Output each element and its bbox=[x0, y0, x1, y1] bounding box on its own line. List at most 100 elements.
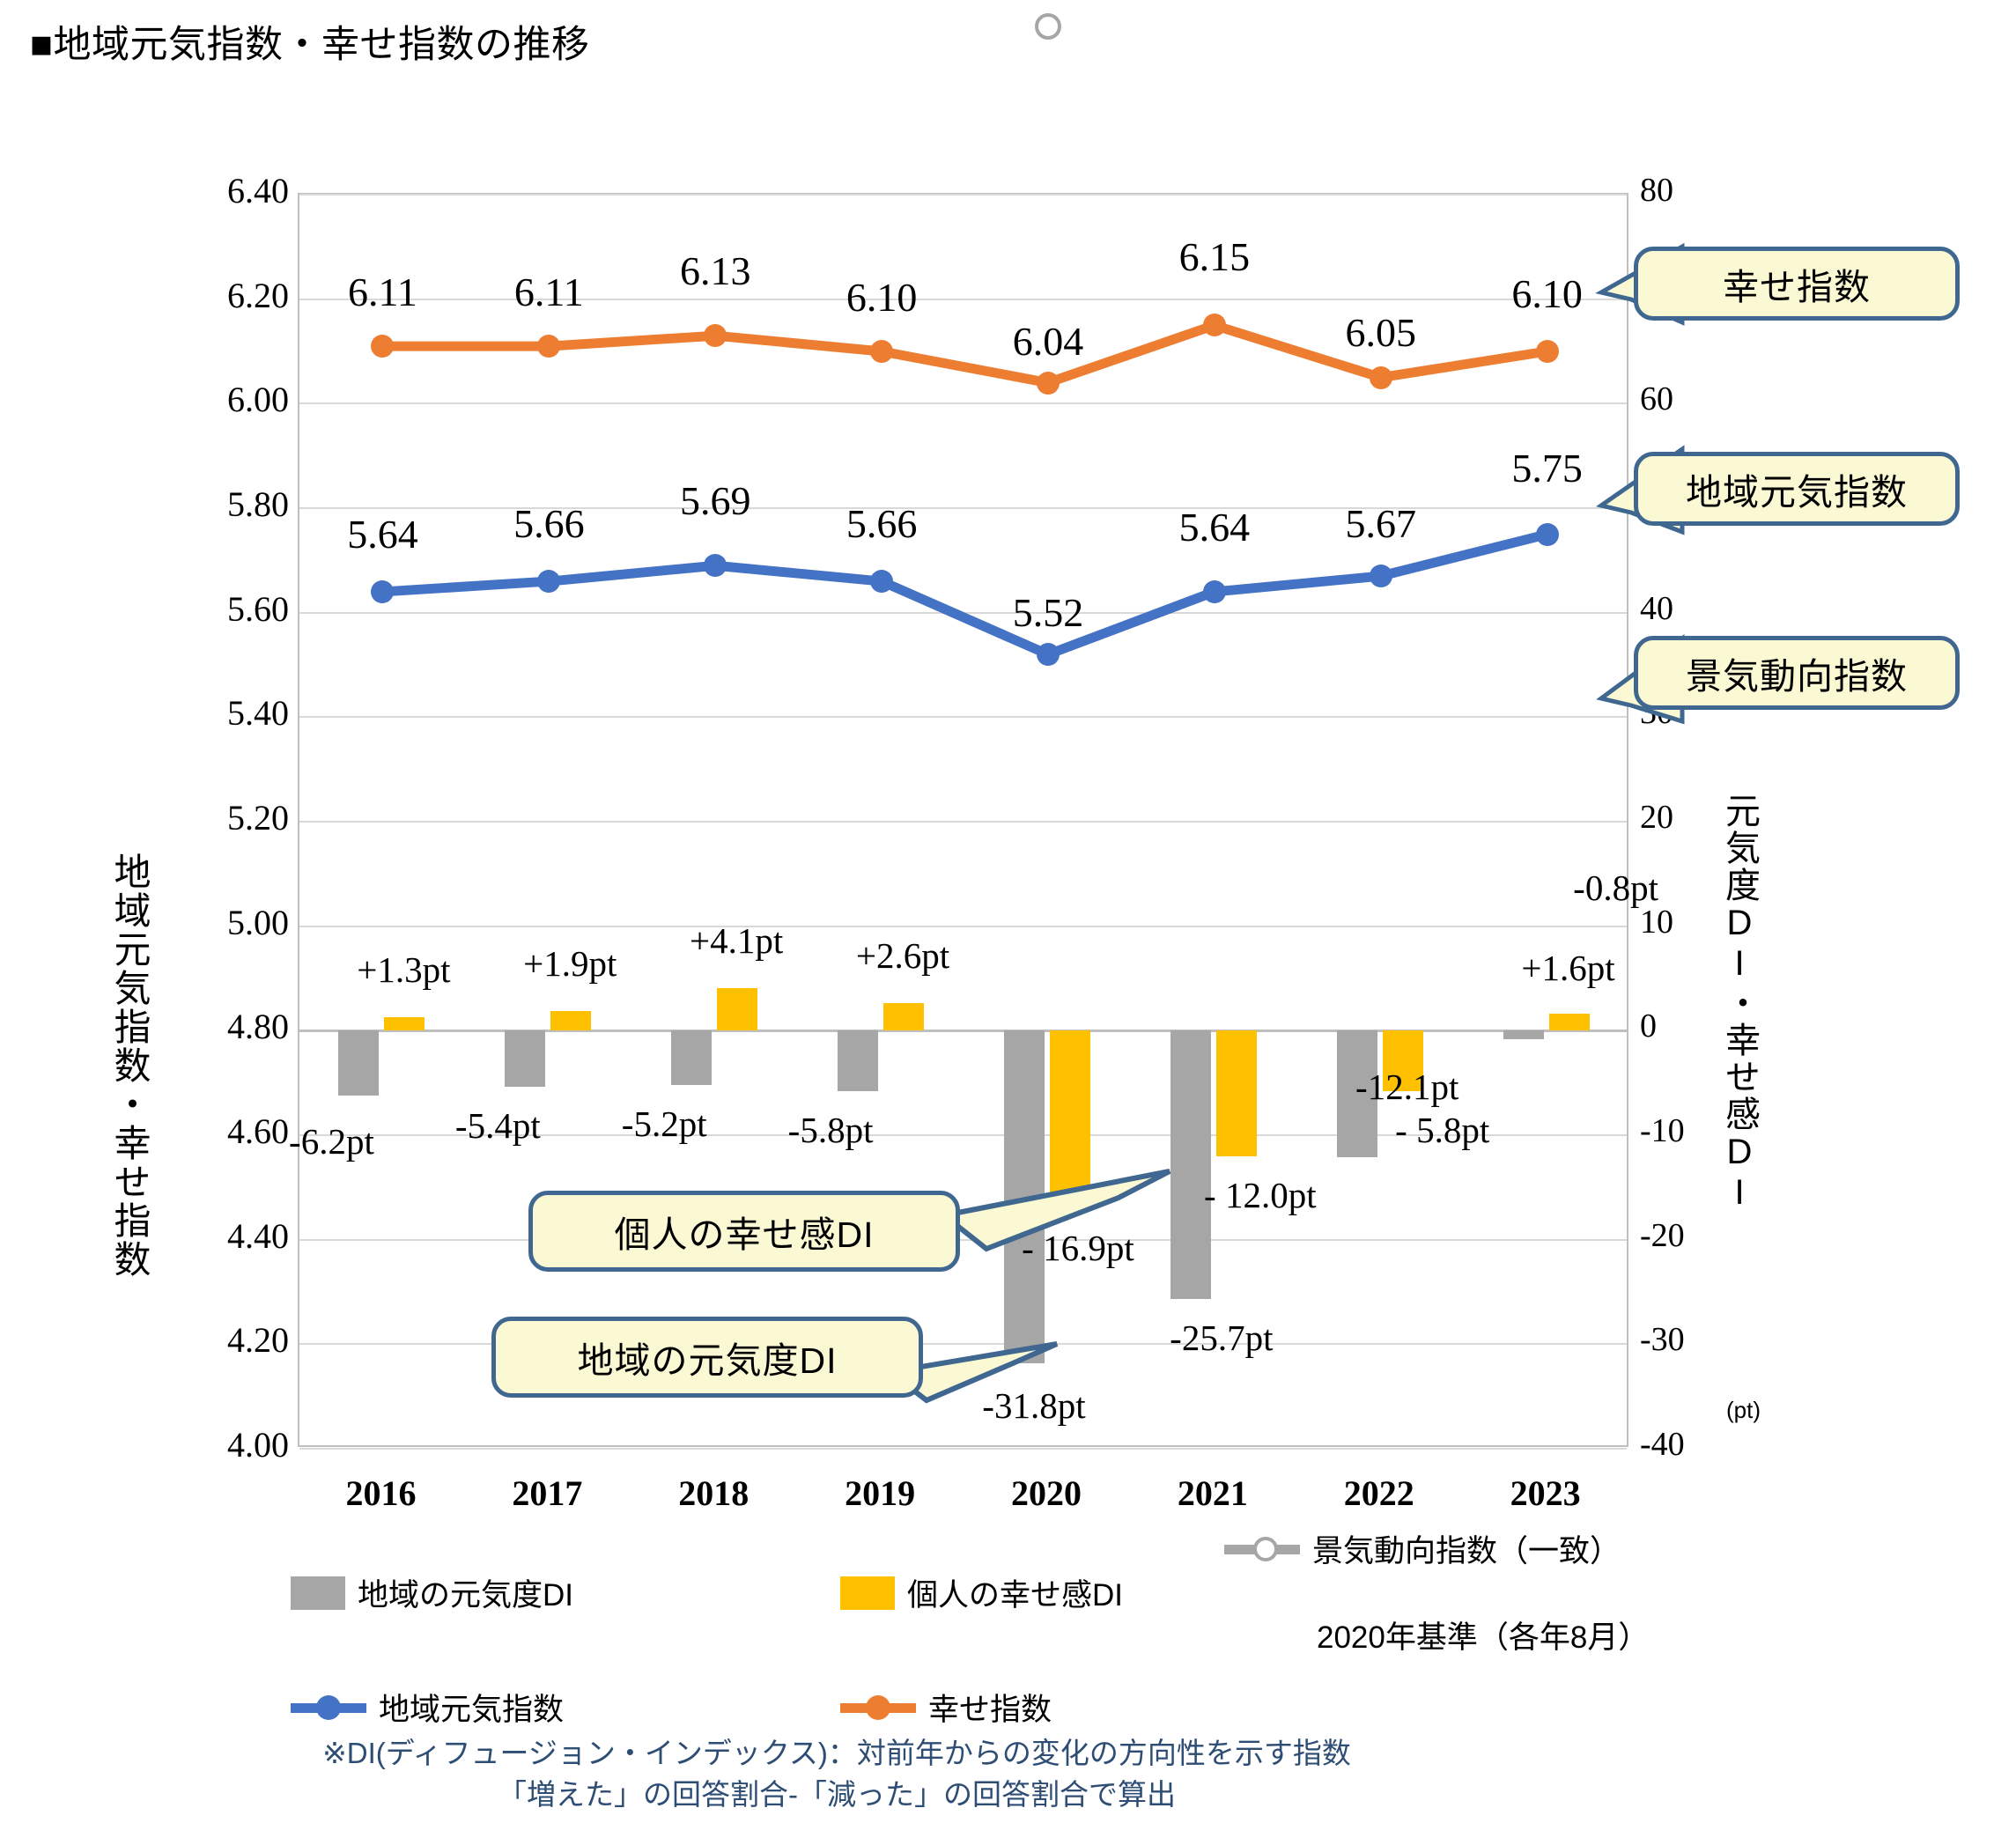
gridline bbox=[299, 298, 1627, 300]
left-axis-tick-label: 6.00 bbox=[227, 380, 289, 420]
data-point-marker bbox=[371, 579, 395, 603]
left-axis-tick-label: 6.40 bbox=[227, 171, 289, 210]
gridline bbox=[299, 1448, 1627, 1450]
bar-regional-di bbox=[1336, 1030, 1377, 1157]
data-label-personal-di: - 5.8pt bbox=[1395, 1110, 1490, 1151]
data-label-vitality: 5.52 bbox=[1012, 590, 1084, 636]
x-axis-tick-label: 2017 bbox=[512, 1473, 583, 1513]
data-point-marker bbox=[1036, 643, 1060, 667]
x-axis-tick-label: 2023 bbox=[1510, 1473, 1581, 1513]
bar-personal-di bbox=[1049, 1030, 1090, 1207]
legend-item-personal-di[interactable]: 個人の幸せ感DI bbox=[840, 1570, 1123, 1615]
left-axis-tick-label: 4.20 bbox=[227, 1320, 289, 1361]
x-axis-tick-label: 2020 bbox=[1010, 1473, 1082, 1513]
callout-business[interactable]: 景気動向指数 bbox=[1634, 636, 1960, 710]
data-point-marker bbox=[704, 554, 727, 578]
callout-regional-di[interactable]: 地域の元気度DI bbox=[491, 1317, 923, 1398]
data-label-vitality: 5.67 bbox=[1345, 501, 1416, 547]
data-label-regional-di: -5.2pt bbox=[621, 1103, 707, 1145]
gridline bbox=[299, 1030, 1627, 1033]
bar-regional-di bbox=[505, 1030, 546, 1088]
data-label-regional-di: -5.4pt bbox=[454, 1105, 541, 1147]
data-label-happiness: 6.11 bbox=[513, 269, 584, 315]
legend-label: 地域の元気度DI bbox=[358, 1578, 574, 1613]
legend-item-business-index[interactable]: 景気動向指数（一致） bbox=[1224, 1526, 1621, 1571]
data-point-marker bbox=[1369, 565, 1392, 588]
bar-regional-di bbox=[1003, 1030, 1045, 1363]
left-axis-tick-label: 5.60 bbox=[227, 588, 289, 629]
left-axis-tick-label: 5.00 bbox=[227, 902, 289, 942]
data-label-happiness: 6.15 bbox=[1178, 234, 1251, 280]
data-point-marker bbox=[1535, 340, 1559, 363]
x-axis-tick-label: 2022 bbox=[1343, 1473, 1414, 1513]
callout-personal-di[interactable]: 個人の幸せ感DI bbox=[528, 1191, 960, 1272]
right-axis-tick-label: 0 bbox=[1640, 1007, 1657, 1045]
data-label-regional-di: -5.8pt bbox=[787, 1110, 874, 1151]
data-label-happiness: 6.10 bbox=[846, 275, 918, 320]
left-axis-tick-label: 6.20 bbox=[227, 275, 289, 315]
legend-item-regional-di[interactable]: 地域の元気度DI bbox=[291, 1570, 573, 1615]
gridline bbox=[299, 611, 1627, 614]
data-point-marker bbox=[371, 335, 395, 358]
data-labels-layer: 6.11 6.11 6.13 6.10 6.04 6.15 6.05 6.10 5.64 5.66… bbox=[289, 195, 1658, 1445]
data-label-vitality: 5.64 bbox=[347, 511, 418, 557]
data-point-marker bbox=[1034, 12, 1061, 40]
chart-legend: 地域の元気度DI 個人の幸せ感DI 景気動向指数（一致） 2020年基準（各年8… bbox=[291, 1534, 1876, 1727]
right-axis-tick-label: -30 bbox=[1640, 1321, 1685, 1359]
data-label-regional-di: -12.1pt bbox=[1355, 1066, 1459, 1107]
x-axis-tick-label: 2018 bbox=[678, 1473, 750, 1513]
left-axis-tick-label: 4.80 bbox=[227, 1007, 289, 1047]
bar-personal-di bbox=[717, 987, 758, 1031]
bar-personal-di bbox=[550, 1010, 592, 1031]
gridline bbox=[299, 821, 1627, 823]
right-axis-tick-label: 20 bbox=[1640, 799, 1673, 836]
gridline bbox=[299, 716, 1627, 719]
callout-happiness[interactable]: 幸せ指数 bbox=[1634, 247, 1960, 321]
bar-regional-di bbox=[1503, 1030, 1544, 1039]
data-label-vitality: 5.66 bbox=[846, 501, 918, 547]
data-label-regional-di: -6.2pt bbox=[289, 1120, 374, 1162]
legend-item-happiness-index[interactable]: 幸せ指数 bbox=[840, 1685, 1052, 1730]
right-axis-tick-label: 40 bbox=[1640, 589, 1673, 627]
data-point-marker bbox=[1036, 371, 1060, 395]
gridline bbox=[299, 925, 1627, 927]
gray-bar-swatch-icon bbox=[291, 1576, 345, 1610]
bar-regional-di bbox=[1170, 1030, 1211, 1300]
legend-label: 幸せ指数 bbox=[928, 1693, 1052, 1727]
orange-line-swatch-icon bbox=[840, 1691, 916, 1724]
right-axis-tick-label: 10 bbox=[1640, 903, 1673, 941]
footnote: ※DI(ディフュージョン・インデックス)：対前年からの変化の方向性を示す指数 「… bbox=[322, 1737, 1351, 1811]
data-label-vitality: 5.69 bbox=[679, 478, 751, 524]
data-label-personal-di: +4.1pt bbox=[690, 919, 784, 961]
data-label-personal-di: +1.6pt bbox=[1521, 948, 1615, 989]
right-axis-unit: (pt) bbox=[1726, 1397, 1761, 1423]
bar-personal-di bbox=[384, 1016, 425, 1031]
data-label-personal-di: +1.9pt bbox=[523, 942, 617, 984]
legend-label: 景気動向指数（一致） bbox=[1312, 1534, 1621, 1568]
legend-item-vitality-index[interactable]: 地域元気指数 bbox=[291, 1685, 564, 1730]
data-label-regional-di: -31.8pt bbox=[982, 1384, 1086, 1426]
gridline bbox=[299, 507, 1627, 509]
blue-line-swatch-icon bbox=[291, 1691, 366, 1724]
right-axis-tick-label: 80 bbox=[1640, 172, 1673, 209]
data-label-happiness: 6.05 bbox=[1345, 309, 1416, 355]
gridline bbox=[299, 402, 1627, 405]
data-label-vitality: 5.64 bbox=[1178, 504, 1251, 550]
data-label-happiness: 6.13 bbox=[679, 248, 751, 294]
callout-vitality[interactable]: 地域元気指数 bbox=[1634, 452, 1960, 526]
data-point-marker bbox=[1369, 365, 1392, 389]
data-point-marker bbox=[537, 335, 561, 358]
data-label-personal-di: - 16.9pt bbox=[1022, 1227, 1134, 1268]
bar-regional-di bbox=[671, 1030, 713, 1086]
data-point-marker bbox=[1535, 522, 1559, 546]
data-label-regional-di: -25.7pt bbox=[1170, 1317, 1274, 1359]
data-point-marker bbox=[1202, 579, 1226, 603]
bar-regional-di bbox=[338, 1030, 380, 1096]
right-axis-tick-label: -40 bbox=[1640, 1426, 1685, 1463]
gridline bbox=[299, 194, 1627, 196]
line-series-layer bbox=[299, 12, 1627, 1445]
right-axis-tick-label: 60 bbox=[1640, 380, 1673, 418]
data-point-marker bbox=[537, 570, 561, 594]
bar-personal-di bbox=[1382, 1030, 1423, 1092]
bar-personal-di bbox=[883, 1003, 925, 1031]
